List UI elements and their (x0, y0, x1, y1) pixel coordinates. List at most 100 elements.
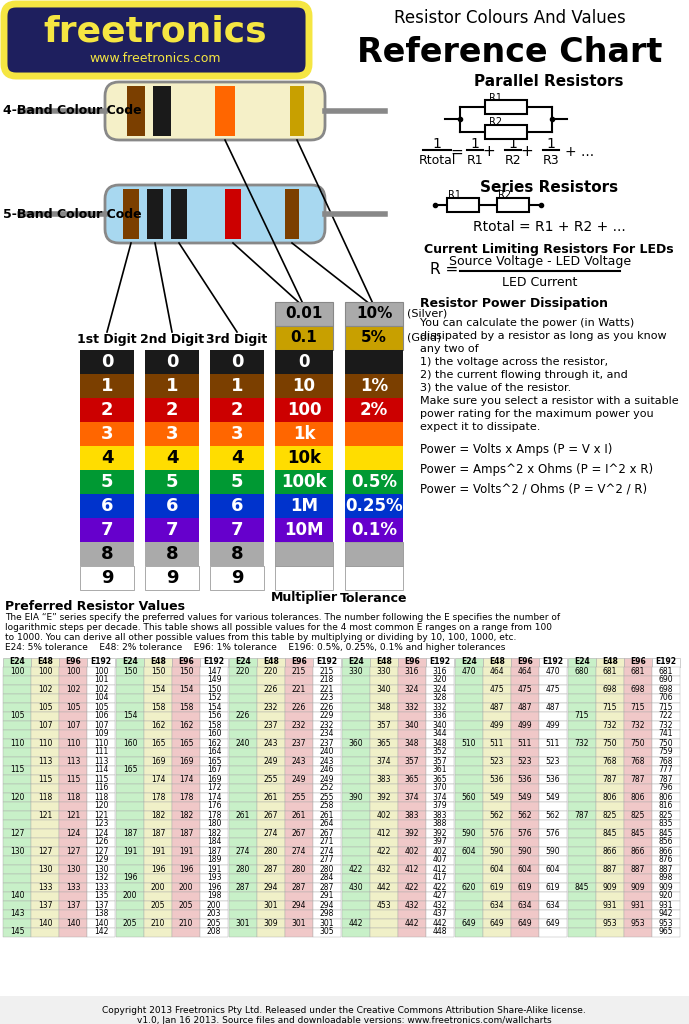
Text: logarithmic steps per decade. This table shows all possible values for the 4 mos: logarithmic steps per decade. This table… (5, 623, 552, 632)
Bar (313, 748, 341, 757)
Text: 510: 510 (462, 738, 476, 748)
Bar (398, 910, 426, 919)
Bar (652, 748, 680, 757)
Bar (455, 748, 483, 757)
Bar (539, 685, 567, 694)
Bar (455, 694, 483, 703)
Bar (342, 928, 370, 937)
Text: 931: 931 (630, 900, 646, 909)
Bar (539, 766, 567, 775)
Bar (290, 86, 304, 136)
Bar (31, 901, 59, 910)
Text: 9: 9 (166, 569, 178, 587)
Bar (426, 910, 454, 919)
Bar (370, 820, 398, 829)
Text: 154: 154 (123, 712, 137, 721)
Text: 432: 432 (377, 864, 391, 873)
Text: Power = Volts^2 / Ohms (P = V^2 / R): Power = Volts^2 / Ohms (P = V^2 / R) (420, 483, 647, 496)
Bar (539, 820, 567, 829)
Bar (229, 739, 257, 748)
Text: 274: 274 (291, 847, 306, 855)
Text: 274: 274 (264, 828, 278, 838)
Bar (342, 910, 370, 919)
Bar (624, 658, 652, 667)
Bar (59, 793, 87, 802)
Bar (200, 721, 228, 730)
Bar (172, 820, 200, 829)
Bar (426, 829, 454, 838)
Bar (370, 901, 398, 910)
Bar (285, 739, 313, 748)
Text: 196: 196 (178, 864, 193, 873)
Text: 759: 759 (659, 748, 673, 757)
Bar (3, 712, 31, 721)
Bar (229, 775, 257, 784)
Bar (426, 703, 454, 712)
Bar (285, 775, 313, 784)
Text: 953: 953 (603, 919, 617, 928)
Bar (229, 883, 257, 892)
Text: 1: 1 (471, 137, 480, 151)
Bar (59, 784, 87, 793)
Bar (31, 685, 59, 694)
Bar (275, 518, 333, 542)
Bar (144, 865, 172, 874)
Bar (568, 892, 596, 901)
Text: 184: 184 (207, 838, 221, 847)
Text: 1: 1 (546, 137, 555, 151)
Bar (200, 901, 228, 910)
Bar (116, 793, 144, 802)
Bar (455, 667, 483, 676)
Text: 1: 1 (508, 137, 517, 151)
Bar (59, 703, 87, 712)
Bar (313, 865, 341, 874)
Text: 101: 101 (94, 676, 108, 684)
Bar (87, 919, 115, 928)
Bar (539, 910, 567, 919)
Text: 562: 562 (517, 811, 532, 819)
Bar (31, 928, 59, 937)
Bar (210, 542, 264, 566)
Bar (257, 847, 285, 856)
Text: 698: 698 (659, 684, 673, 693)
Bar (426, 748, 454, 757)
Text: 100: 100 (287, 401, 321, 419)
Bar (172, 658, 200, 667)
Text: 205: 205 (123, 919, 137, 928)
Text: 887: 887 (603, 864, 617, 873)
Bar (31, 676, 59, 685)
Bar (596, 793, 624, 802)
Bar (342, 694, 370, 703)
Bar (285, 802, 313, 811)
Bar (370, 793, 398, 802)
Bar (370, 694, 398, 703)
Text: Rtotal = R1 + R2 + ...: Rtotal = R1 + R2 + ... (473, 220, 626, 234)
Text: 560: 560 (462, 793, 476, 802)
Bar (398, 685, 426, 694)
Text: 160: 160 (123, 738, 137, 748)
Bar (31, 748, 59, 757)
Bar (275, 398, 333, 422)
Bar (624, 739, 652, 748)
Text: 487: 487 (546, 702, 560, 712)
Text: 816: 816 (659, 802, 673, 811)
Bar (116, 757, 144, 766)
Text: E192: E192 (90, 657, 112, 667)
Text: 442: 442 (433, 919, 447, 928)
Bar (172, 892, 200, 901)
Text: 634: 634 (490, 900, 504, 909)
Bar (483, 676, 511, 685)
Bar (59, 829, 87, 838)
Bar (455, 802, 483, 811)
Bar (229, 694, 257, 703)
Text: 107: 107 (65, 721, 80, 729)
Bar (210, 470, 264, 494)
Bar (313, 856, 341, 865)
Text: 113: 113 (38, 757, 52, 766)
Text: 3: 3 (231, 425, 243, 443)
Bar (285, 919, 313, 928)
Bar (624, 910, 652, 919)
Bar (596, 658, 624, 667)
Bar (3, 703, 31, 712)
Text: 229: 229 (320, 712, 334, 721)
